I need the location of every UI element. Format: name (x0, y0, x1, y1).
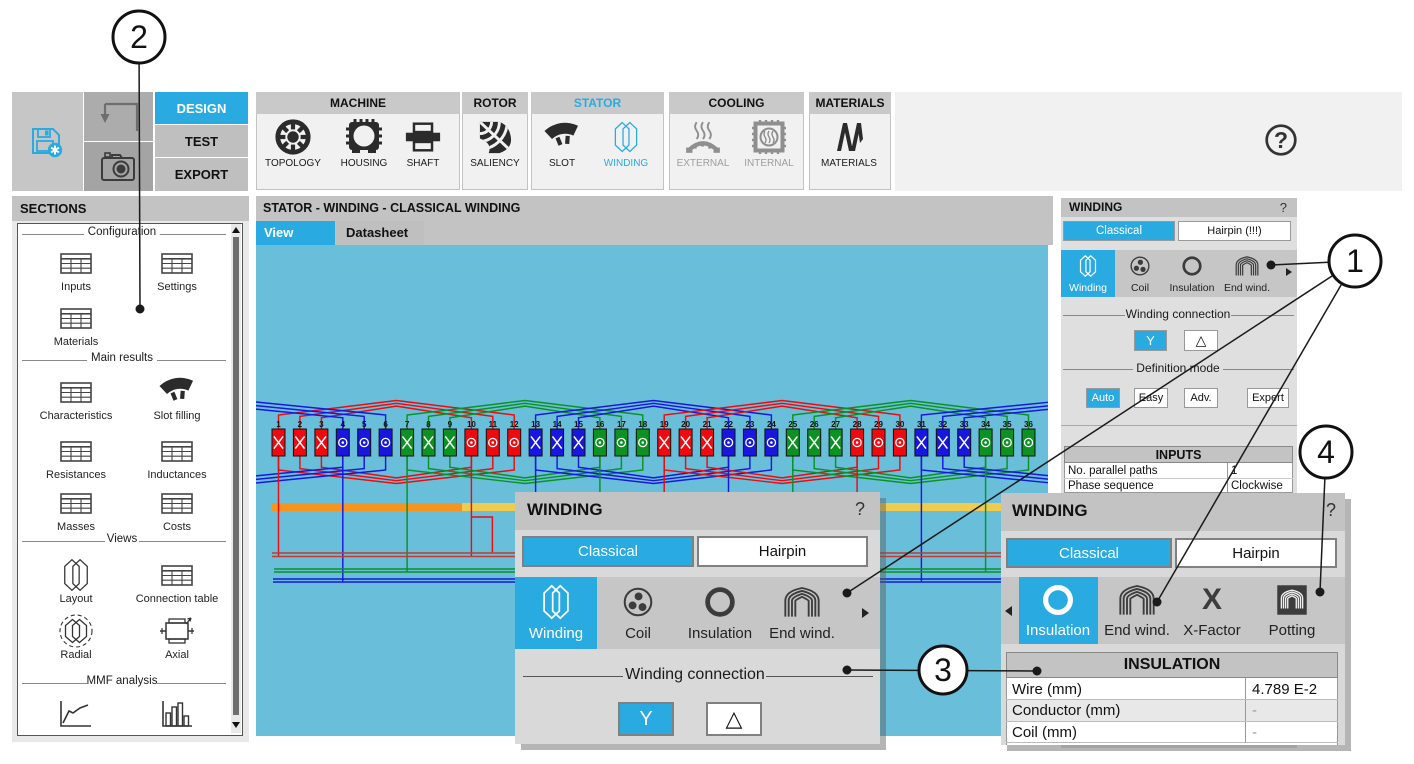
svg-text:16: 16 (595, 420, 604, 429)
svg-text:20: 20 (681, 420, 690, 429)
svg-text:9: 9 (448, 420, 453, 429)
svg-text:2: 2 (298, 420, 303, 429)
svg-text:8: 8 (426, 420, 431, 429)
svg-text:17: 17 (617, 420, 626, 429)
svg-text:26: 26 (810, 420, 819, 429)
svg-text:22: 22 (724, 420, 733, 429)
svg-text:10: 10 (467, 420, 476, 429)
svg-text:2: 2 (130, 19, 148, 55)
svg-text:14: 14 (553, 420, 562, 429)
svg-text:25: 25 (788, 420, 797, 429)
svg-text:28: 28 (853, 420, 862, 429)
svg-text:3: 3 (934, 652, 952, 688)
svg-text:32: 32 (938, 420, 947, 429)
svg-text:19: 19 (660, 420, 669, 429)
svg-text:4: 4 (1317, 434, 1335, 470)
svg-text:7: 7 (405, 420, 410, 429)
svg-text:24: 24 (767, 420, 776, 429)
svg-text:18: 18 (638, 420, 647, 429)
svg-text:30: 30 (895, 420, 904, 429)
svg-text:11: 11 (489, 420, 498, 429)
svg-text:4: 4 (341, 420, 346, 429)
svg-text:21: 21 (703, 420, 712, 429)
svg-text:27: 27 (831, 420, 840, 429)
svg-text:31: 31 (917, 420, 926, 429)
svg-text:23: 23 (745, 420, 754, 429)
svg-text:29: 29 (874, 420, 883, 429)
svg-text:3: 3 (319, 420, 324, 429)
svg-text:36: 36 (1024, 420, 1033, 429)
svg-text:1: 1 (1346, 243, 1364, 279)
svg-text:1: 1 (276, 420, 281, 429)
svg-text:34: 34 (981, 420, 990, 429)
svg-text:13: 13 (531, 420, 540, 429)
svg-text:5: 5 (362, 420, 367, 429)
svg-text:33: 33 (960, 420, 969, 429)
svg-text:6: 6 (383, 420, 388, 429)
svg-text:35: 35 (1003, 420, 1012, 429)
svg-text:?: ? (1274, 127, 1288, 153)
svg-text:15: 15 (574, 420, 583, 429)
svg-text:12: 12 (510, 420, 519, 429)
